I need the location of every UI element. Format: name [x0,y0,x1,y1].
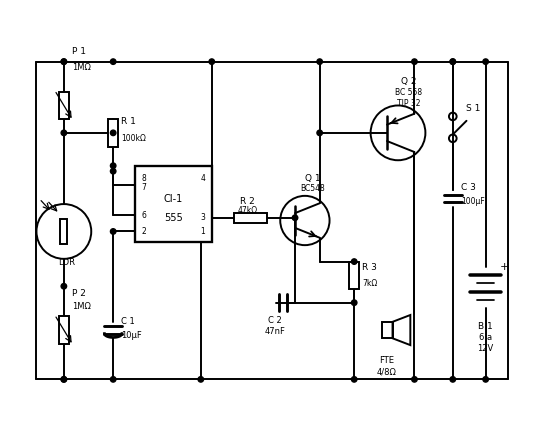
Circle shape [61,130,67,135]
Text: 100kΩ: 100kΩ [122,134,147,143]
Text: 47kΩ: 47kΩ [238,206,258,215]
Text: Q 1: Q 1 [305,174,321,183]
Text: 100μF: 100μF [461,197,485,206]
Bar [135,166,212,243]
Circle shape [351,259,357,264]
Bar [234,213,266,223]
Text: 7kΩ: 7kΩ [362,279,377,288]
Circle shape [209,59,214,64]
Circle shape [110,59,116,64]
Circle shape [317,59,322,64]
Text: CI-1: CI-1 [164,194,183,204]
Text: R 2: R 2 [240,197,255,206]
Circle shape [412,377,417,382]
Text: 1: 1 [200,227,205,236]
Text: 4: 4 [200,174,205,183]
Text: BC 558: BC 558 [395,88,422,97]
Text: 12V: 12V [477,344,494,353]
Circle shape [61,59,67,64]
Circle shape [61,377,67,382]
Text: C 1: C 1 [122,318,135,326]
Circle shape [351,300,357,306]
Bar [59,92,69,119]
Text: R 3: R 3 [362,262,377,272]
Circle shape [450,377,456,382]
Text: 10μF: 10μF [122,331,142,340]
Circle shape [110,229,116,234]
Text: BC548: BC548 [301,184,325,193]
Text: 47nF: 47nF [264,327,285,336]
Circle shape [292,215,298,220]
Circle shape [110,163,116,168]
Circle shape [483,377,488,382]
Text: FTE: FTE [380,356,395,365]
Circle shape [317,130,322,135]
Text: P 2: P 2 [72,289,86,298]
Text: 1MΩ: 1MΩ [72,302,91,310]
Circle shape [61,377,67,382]
Text: 2: 2 [142,227,147,236]
Circle shape [412,59,417,64]
Text: B 1: B 1 [478,322,493,331]
Text: P 1: P 1 [72,47,86,56]
Circle shape [351,377,357,382]
Bar [59,316,69,344]
Circle shape [110,168,116,174]
Text: 1MΩ: 1MΩ [72,63,91,71]
Text: TIP 32: TIP 32 [397,99,421,108]
Circle shape [450,59,456,64]
Circle shape [450,59,456,64]
Text: 3: 3 [200,213,205,222]
Text: 6: 6 [142,210,147,220]
Circle shape [110,377,116,382]
Text: Q 2: Q 2 [401,77,417,86]
Circle shape [483,59,488,64]
Circle shape [198,377,204,382]
Text: 555: 555 [164,213,183,223]
Bar [349,262,359,289]
Text: C 2: C 2 [268,316,281,325]
Text: +: + [500,262,509,272]
Bar [108,119,118,146]
Text: S 1: S 1 [467,104,481,113]
Text: 7: 7 [142,183,147,192]
Circle shape [61,284,67,289]
Bar [60,219,67,244]
Circle shape [110,130,116,135]
Text: 4/8Ω: 4/8Ω [377,367,397,376]
Text: C 3: C 3 [461,183,476,192]
Text: R 1: R 1 [122,117,137,127]
Bar [382,322,392,338]
Circle shape [61,59,67,64]
Text: 6 a: 6 a [479,333,492,342]
Text: LDR: LDR [58,258,75,267]
Text: 8: 8 [142,174,147,183]
